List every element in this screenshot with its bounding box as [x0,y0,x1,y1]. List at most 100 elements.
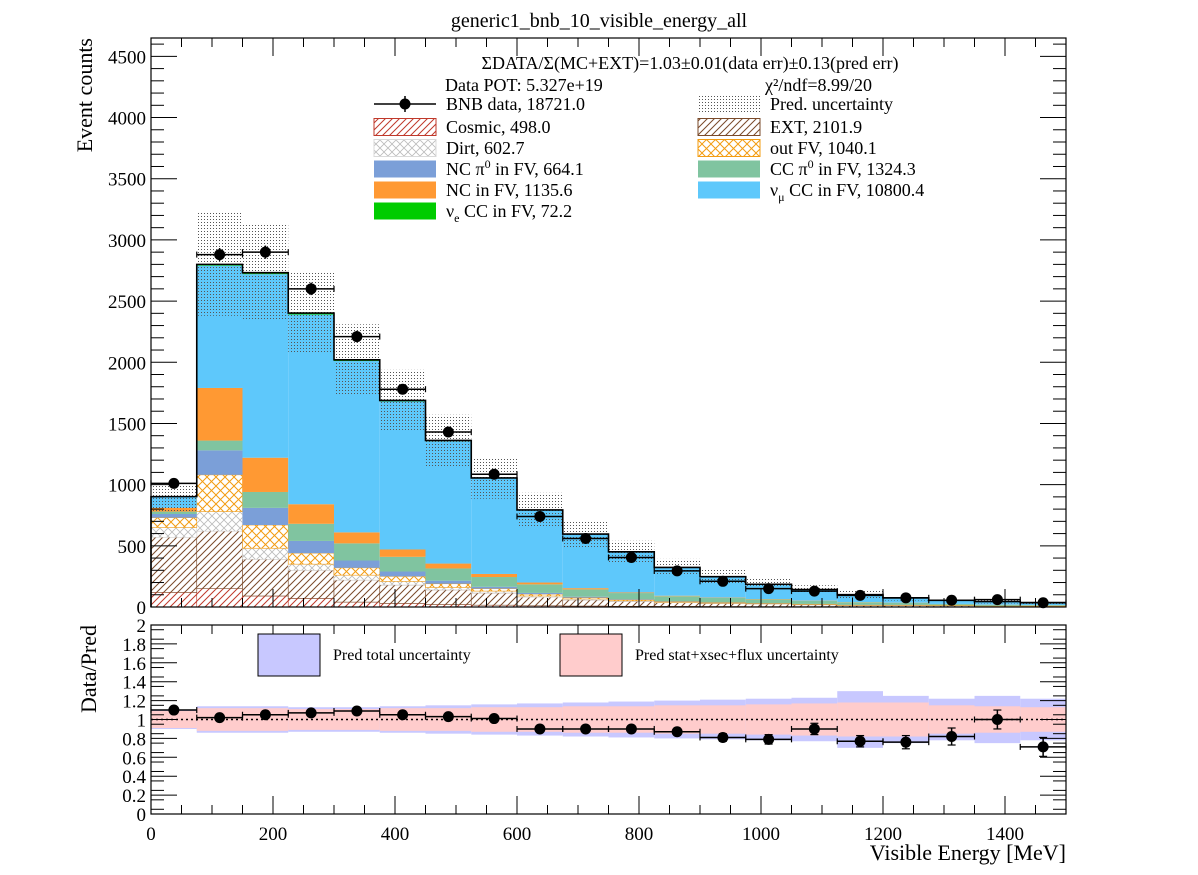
ratio-point-6 [424,711,472,723]
bar-series-2-bin-0 [150,527,198,538]
ratio-y-tick-label-2: 0.4 [122,767,146,788]
bar-series-3-bin-5 [379,576,426,582]
y-tick-label-0: 0 [137,598,147,619]
total-uncertainty-swatch [257,633,321,677]
bar-series-5-bin-11 [654,596,700,602]
bar-series-3-bin-1 [196,474,243,512]
legend-label: NC π0 in FV, 664.1 [446,157,584,179]
ratio-point-4 [333,705,381,717]
ratio-y-tick-label-1: 0.2 [122,786,146,807]
bar-series-2-bin-4 [333,574,381,581]
y-tick-label-6: 3000 [108,231,146,252]
bar-series-1-bin-9 [562,599,609,607]
ratio-y-tick-label-0: 0 [137,805,147,826]
bar-series-2-bin-3 [287,563,335,571]
bar-series-1-bin-5 [379,584,426,604]
bar-series-4-bin-5 [379,571,426,577]
y-tick-label-2: 1000 [108,476,146,497]
ratio-y-tick-label-9: 1.8 [122,635,146,656]
data-point-10 [607,551,655,563]
ratio-point-7 [470,713,518,725]
bar-series-5-bin-6 [425,568,472,581]
x-tick-label-2: 400 [381,824,410,845]
y-axis-title: Event counts [72,38,97,152]
ratio-y-tick-label-8: 1.6 [122,654,146,675]
legend-entry-r0: Pred. uncertainty [698,94,893,114]
bar-series-5-bin-10 [608,593,655,600]
legend-entry-r1: EXT, 2101.9 [697,117,862,137]
bar-series-5-bin-2 [242,491,289,508]
chi2-summary: χ²/ndf=8.99/20 [764,75,872,95]
legend-label: Dirt, 602.7 [446,138,525,158]
bar-series-6-bin-6 [425,563,472,569]
legend-label: BNB data, 18721.0 [446,94,585,114]
bar-series-3-bin-7 [470,588,518,592]
data-point-2 [241,245,289,259]
bar-series-4-bin-7 [471,586,517,589]
legend-label: νe CC in FV, 72.2 [446,201,572,225]
bar-series-6-bin-3 [288,504,334,524]
bar-series-5-bin-13 [745,599,792,604]
x-tick-label-4: 800 [625,824,654,845]
stat-unc-bin-15 [837,702,883,737]
stat-uncertainty-label: Pred stat+xsec+flux uncertainty [635,647,839,664]
bar-series-1-bin-8 [516,596,564,607]
bar-series-6-bin-5 [379,549,426,557]
ratio-y-tick-label-4: 0.8 [122,729,146,750]
summary-text: ΣDATA/Σ(MC+EXT)=1.03±0.01(data err)±0.13… [445,53,898,95]
y-tick-label-8: 4000 [108,109,146,130]
bar-series-1-bin-12 [699,603,747,607]
bar-series-3-bin-10 [608,599,655,602]
data-point-11 [653,565,701,577]
bar-series-2-bin-5 [379,581,426,586]
bar-series-5-bin-12 [700,597,746,603]
bar-series-1-bin-13 [745,603,792,607]
bar-series-6-bin-9 [562,588,609,590]
data-point-14 [790,585,838,597]
bar-series-3-bin-4 [333,567,381,576]
bar-series-4-bin-4 [334,560,380,568]
bar-series-0-bin-4 [333,601,381,608]
legend-label: CC π0 in FV, 1324.3 [770,157,916,179]
x-tick-label-3: 600 [503,824,532,845]
bar-series-1-bin-7 [470,592,518,606]
bar-series-4-bin-1 [196,450,243,475]
ratio-point-2 [241,709,289,721]
ratio-y-tick-label-5: 1 [137,711,147,732]
bar-series-6-bin-7 [471,573,517,578]
ratio-point-5 [379,709,427,721]
legend-entry-l2: Dirt, 602.7 [373,138,525,158]
bar-series-5-bin-7 [471,577,517,587]
y-tick-label-7: 3500 [108,170,146,191]
ratio-panel: 00.20.40.60.811.21.41.61.82 0 200 400 600 800… [76,616,1067,865]
data-point-5 [379,383,427,395]
bar-series-1-bin-2 [242,558,289,597]
legend-entry-r4: νμ CC in FV, 10800.4 [698,180,924,204]
y-tick-label-9: 4500 [108,47,146,68]
bar-series-3-bin-2 [242,524,289,549]
bar-series-6-bin-8 [517,582,563,585]
data-point-8 [516,510,564,522]
legend-label: NC in FV, 1135.6 [446,180,573,200]
legend-entry-l5: νe CC in FV, 72.2 [374,201,572,225]
ratio-point-1 [196,712,244,724]
bar-series-6-bin-1 [196,387,243,441]
data-point-7 [470,468,518,480]
bar-series-6-bin-4 [334,532,380,544]
bar-series-0-bin-1 [196,588,243,608]
bar-series-3-bin-0 [150,517,198,528]
bar-series-3-bin-11 [653,601,701,603]
total-uncertainty-label: Pred total uncertainty [333,647,471,664]
data-point-9 [562,532,610,544]
bar-series-4-bin-6 [425,580,472,584]
bar-series-3-bin-6 [425,583,472,588]
bar-series-1-bin-6 [425,589,472,605]
pot-summary: Data POT: 5.327e+19 [445,75,603,95]
ratio-legend: Pred total uncertainty Pred stat+xsec+fl… [257,633,839,677]
y-tick-label-4: 2000 [108,353,146,374]
series-4 [151,450,1066,607]
bar-series-2-bin-6 [425,587,472,591]
main-panel: 0 500 1000 1500 2000 2500 3000 3500 4000 4500 Even… [72,37,1067,619]
series-1 [150,530,1067,608]
